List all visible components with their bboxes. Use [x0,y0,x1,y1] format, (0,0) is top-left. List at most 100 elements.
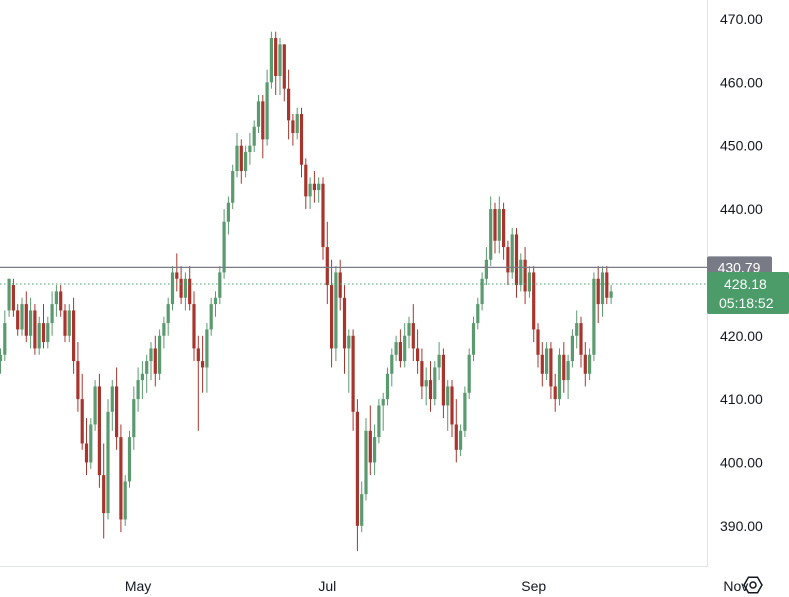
candle [398,329,402,368]
candle-body [209,304,213,330]
candle [420,348,424,400]
candle-body [476,304,480,324]
candle [274,31,278,96]
candle-body [256,101,261,127]
settings-hexagon-icon [743,576,763,594]
candle [390,348,394,387]
candle [140,361,144,400]
candle-body [11,285,15,311]
time-axis[interactable]: May Jul Sep Nov [125,578,748,594]
candle-body [29,310,33,336]
candle-body [196,348,200,362]
candle-body [398,342,402,362]
candle-body [424,380,428,387]
candle-body [368,430,372,463]
candle-body [3,323,7,355]
candle-body [24,304,28,336]
candle [106,399,110,520]
candle [330,259,334,368]
candle [579,316,583,368]
candle [351,329,355,431]
time-tick-label: Sep [521,578,546,594]
candle [76,342,80,412]
candle-body [497,209,501,241]
candle [484,247,488,286]
candle-body [493,209,497,241]
candle-body [360,494,364,526]
candle-body [183,278,187,298]
candle-body [450,386,454,425]
candle [149,342,153,381]
candle [342,285,347,374]
candle [347,329,351,393]
candle-body [420,361,424,387]
candle [553,373,557,412]
candle [256,95,261,134]
horizontal-line-label: 430.79 [718,259,761,275]
candle [97,373,101,488]
candle [84,418,89,476]
candle [244,145,248,178]
candle-body [84,443,89,463]
candle [600,266,605,317]
candle [196,335,200,431]
candle-body [123,481,127,520]
candle-body [514,234,519,286]
candle-body [575,323,579,336]
price-tick-label: 410.00 [720,391,763,407]
candle-body [527,272,531,292]
candle-body [605,272,609,298]
candle-body [566,361,570,381]
candle [454,399,458,463]
candle [566,354,570,400]
candle-body [489,209,493,260]
candle [497,196,501,254]
candle-body [97,386,101,476]
candle [67,304,71,343]
candle [476,297,480,330]
candle-body [317,183,321,191]
price-tick-label: 460.00 [720,74,763,90]
candle-body [562,354,566,381]
candle [609,285,613,305]
candle [463,386,467,438]
candle [136,367,140,412]
time-tick-label: Jul [318,578,336,594]
candle [41,304,46,349]
candle-body [201,361,205,368]
candle-body [437,354,441,368]
candle-body [239,145,243,172]
candle [201,335,205,393]
candle [312,171,316,203]
candle-body [579,323,583,355]
candle [46,316,50,349]
candle-body [16,310,20,330]
candle-body [454,424,458,450]
price-tick-label: 390.00 [720,518,763,534]
candle [364,418,368,501]
candle-body [441,354,445,406]
candle-body [609,291,613,298]
candle [170,266,175,311]
candle-body [37,323,41,349]
candle-body [463,392,467,431]
candle-body [287,88,291,121]
candle-body [145,361,149,374]
candle [102,443,106,539]
candle [269,31,273,89]
candle [416,329,420,374]
candle-body [63,310,67,336]
candle [433,361,437,406]
candle-body [325,247,329,286]
chart-settings-button[interactable] [743,576,763,594]
price-tick-label: 450.00 [720,138,763,154]
candle-body [342,297,347,349]
candle [119,424,123,533]
candle [411,304,415,362]
candle-body [115,386,119,438]
candle [437,342,441,381]
candle [80,373,84,450]
candle [235,133,239,178]
candle-body [218,272,222,298]
